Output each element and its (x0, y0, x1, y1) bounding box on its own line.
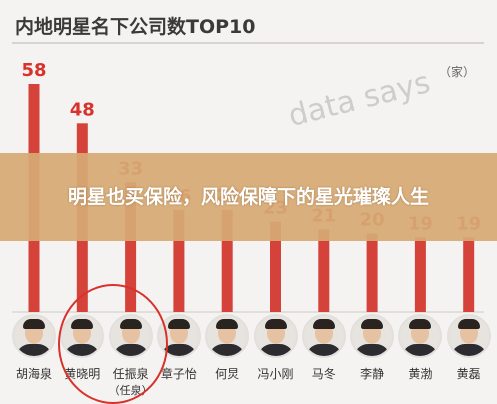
title-divider (12, 42, 484, 44)
person-name-3: 章子怡 (160, 367, 197, 381)
person-name-0: 胡海泉 (15, 367, 52, 381)
bar-4 (221, 209, 233, 312)
person-name-7: 李静 (360, 367, 385, 381)
value-label-1: 48 (70, 99, 95, 120)
bar-7 (366, 233, 378, 312)
value-label-0: 58 (21, 60, 46, 81)
person-name-6: 马冬 (311, 367, 336, 381)
chart-title: 内地明星名下公司数TOP10 (15, 16, 256, 38)
avatar-5 (253, 314, 298, 358)
bar-3 (173, 209, 185, 312)
bar-8 (414, 237, 426, 312)
avatar-9 (446, 314, 491, 358)
avatar-0 (12, 314, 56, 358)
person-name-8: 黄渤 (408, 367, 433, 381)
person-name-4: 何炅 (215, 367, 240, 381)
avatar-7 (350, 314, 395, 358)
bar-2 (125, 182, 137, 312)
person-name-5: 冯小刚 (257, 367, 294, 381)
bar-6 (318, 229, 330, 312)
avatar-8 (398, 314, 443, 358)
bar-9 (463, 237, 475, 312)
headline-banner: 明星也买保险，风险保障下的星光璀璨人生 (0, 153, 497, 241)
headline-text: 明星也买保险，风险保障下的星光璀璨人生 (67, 185, 429, 208)
bar-5 (270, 221, 281, 312)
person-name-9: 黄磊 (456, 367, 481, 381)
unit-label: （家） (438, 65, 475, 79)
highlight-circle (58, 284, 168, 404)
avatar-6 (301, 314, 346, 358)
avatar-4 (205, 314, 250, 358)
